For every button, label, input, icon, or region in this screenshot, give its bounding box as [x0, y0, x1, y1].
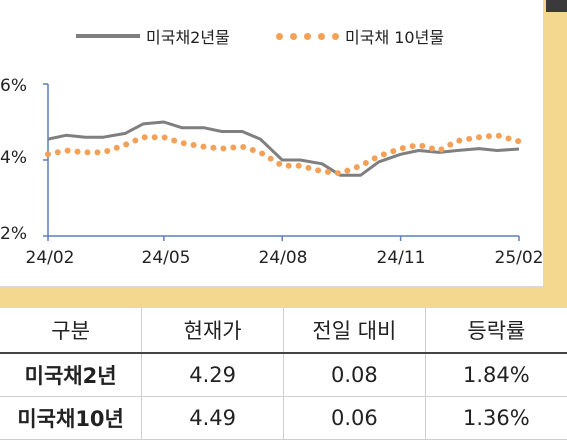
- header-rate: 등락률: [425, 308, 567, 353]
- row-current: 4.49: [142, 397, 284, 440]
- table-header-row: 구분 현재가 전일 대비 등락률: [0, 308, 567, 353]
- header-current: 현재가: [142, 308, 284, 353]
- chart-frame-bottom: [0, 286, 567, 308]
- chart-panel: 미국채2년물 미국채 10년물 6% 4% 2% 24/02 24/05 24/…: [0, 0, 544, 287]
- table-row: 미국채2년 4.29 0.08 1.84%: [0, 353, 567, 397]
- chart-frame-right: [543, 0, 567, 292]
- row-change: 0.08: [284, 353, 426, 397]
- x-tick-label: 24/02: [26, 248, 75, 268]
- y-tick-label: 6%: [0, 76, 27, 96]
- header-category: 구분: [0, 308, 142, 353]
- line-chart: [0, 0, 543, 286]
- rates-table: 구분 현재가 전일 대비 등락률 미국채2년 4.29 0.08 1.84% 미…: [0, 308, 567, 440]
- series-line-10yr: [48, 135, 519, 173]
- y-tick-label: 2%: [0, 224, 27, 244]
- table-row: 미국채10년 4.49 0.06 1.36%: [0, 397, 567, 440]
- x-tick-label: 25/02: [495, 248, 544, 268]
- x-tick-label: 24/11: [377, 248, 426, 268]
- row-name: 미국채10년: [0, 397, 142, 440]
- header-change: 전일 대비: [284, 308, 426, 353]
- x-tick-label: 24/08: [259, 248, 308, 268]
- x-tick-label: 24/05: [142, 248, 191, 268]
- chart-frame-corner: [546, 0, 567, 12]
- row-name: 미국채2년: [0, 353, 142, 397]
- row-rate: 1.36%: [425, 397, 567, 440]
- y-tick-label: 4%: [0, 148, 27, 168]
- row-rate: 1.84%: [425, 353, 567, 397]
- row-current: 4.29: [142, 353, 284, 397]
- row-change: 0.06: [284, 397, 426, 440]
